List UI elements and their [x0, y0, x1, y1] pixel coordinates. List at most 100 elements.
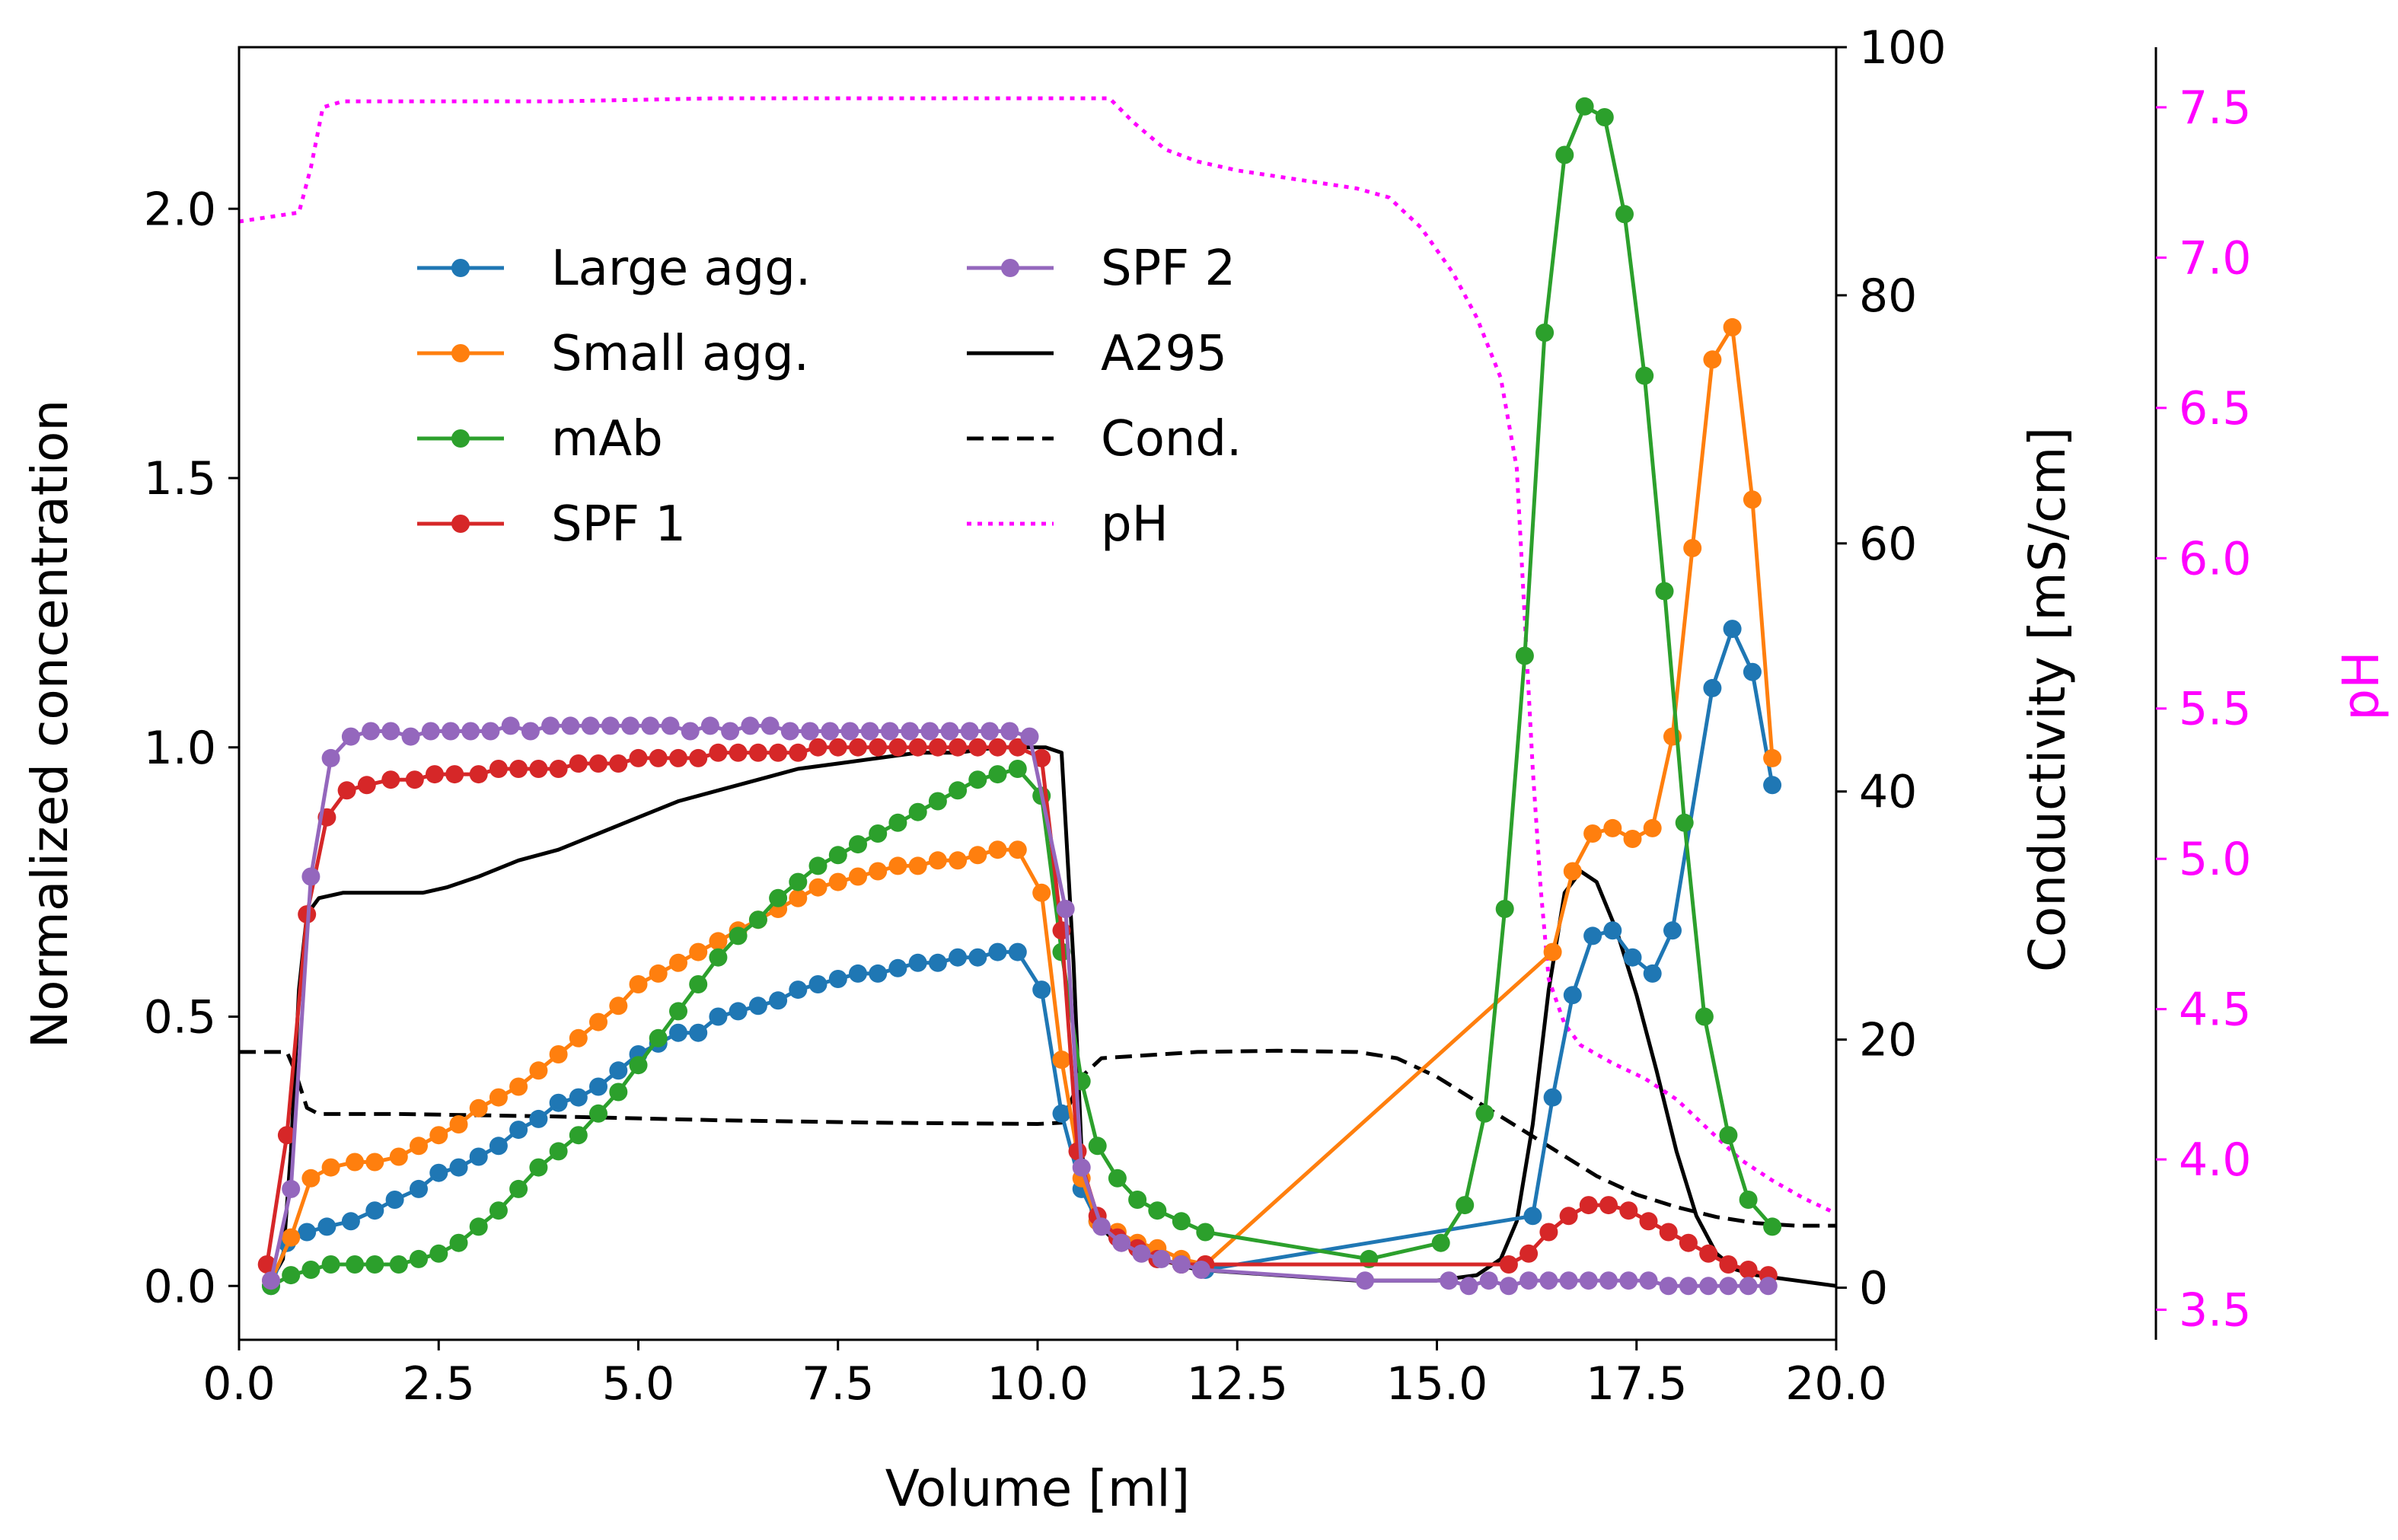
data-point-spf-2-28 [821, 722, 840, 741]
data-point-spf-2-45 [1172, 1255, 1191, 1274]
data-point-spf-2-32 [901, 722, 920, 741]
y2-tick-label-1: 20 [1859, 1014, 1917, 1067]
y2-tick-label-5: 100 [1859, 21, 1947, 75]
y2-tick-label-3: 60 [1859, 518, 1917, 571]
series-line-cond [239, 1048, 1836, 1228]
legend-label-spf-1: SPF 1 [551, 496, 686, 553]
data-point-large-agg-53 [1643, 964, 1662, 983]
data-point-large-agg-30 [869, 964, 888, 983]
data-point-mab-54 [1555, 145, 1574, 164]
data-point-spf-1-52 [1599, 1196, 1618, 1215]
data-point-spf-2-61 [1699, 1277, 1718, 1296]
y-tick-label-0: 0.0 [144, 1260, 216, 1313]
data-point-spf-2-7 [401, 727, 420, 746]
data-point-spf-2-34 [940, 722, 959, 741]
data-point-large-agg-13 [529, 1109, 548, 1128]
data-point-spf-2-62 [1719, 1277, 1738, 1296]
data-point-spf-2-27 [801, 722, 819, 741]
data-point-small-agg-58 [1763, 748, 1782, 767]
data-point-spf-2-39 [1056, 900, 1075, 918]
legend-label-mab: mAb [551, 411, 663, 467]
y-tick-label-4: 2.0 [144, 183, 216, 236]
data-point-spf-1-59 [1739, 1261, 1758, 1279]
data-point-large-agg-12 [509, 1121, 528, 1140]
data-point-spf-2-44 [1152, 1249, 1171, 1268]
data-point-small-agg-52 [1643, 818, 1662, 837]
data-point-large-agg-8 [429, 1163, 448, 1182]
data-point-spf-2-20 [661, 716, 680, 735]
data-point-spf-1-26 [789, 743, 808, 762]
y2-tick-label-2: 40 [1859, 766, 1917, 819]
x-tick-label-5: 12.5 [1186, 1357, 1288, 1411]
data-point-mab-13 [529, 1158, 548, 1177]
data-point-large-agg-50 [1583, 926, 1602, 945]
data-point-mab-23 [729, 926, 748, 945]
data-point-small-agg-9 [449, 1115, 468, 1133]
y-tick-label-1: 0.5 [144, 991, 216, 1044]
data-point-spf-1-13 [529, 760, 548, 778]
data-point-spf-2-56 [1599, 1271, 1618, 1290]
data-point-spf-1-16 [589, 754, 607, 773]
data-point-large-agg-29 [849, 964, 867, 983]
data-point-spf-1-40 [1068, 1142, 1087, 1161]
legend-label-a295: A295 [1101, 326, 1227, 382]
data-point-spf-2-18 [621, 716, 639, 735]
y3-axis-title: pH [2332, 651, 2390, 721]
data-point-spf-1-17 [609, 754, 628, 773]
data-point-large-agg-24 [748, 996, 767, 1016]
data-point-mab-24 [748, 910, 767, 929]
data-point-spf-2-36 [981, 722, 1000, 741]
data-point-mab-16 [589, 1104, 607, 1123]
data-point-spf-1-36 [988, 738, 1007, 757]
data-point-spf-1-21 [689, 748, 708, 767]
data-point-spf-1-4 [337, 781, 356, 800]
data-point-spf-2-1 [282, 1179, 301, 1198]
data-point-large-agg-25 [769, 991, 788, 1010]
data-point-large-agg-2 [298, 1223, 317, 1242]
y3-tick-label-3: 5.0 [2179, 833, 2251, 886]
data-point-spf-1-55 [1659, 1223, 1678, 1242]
x-tick-label-8: 20.0 [1785, 1357, 1887, 1411]
data-point-large-agg-4 [341, 1212, 360, 1231]
data-point-large-agg-52 [1623, 948, 1642, 967]
data-point-large-agg-35 [968, 948, 987, 967]
data-point-small-agg-1 [282, 1228, 301, 1247]
data-point-mab-20 [669, 1002, 687, 1021]
data-point-spf-2-50 [1479, 1271, 1498, 1290]
data-point-spf-2-49 [1459, 1277, 1478, 1296]
data-point-spf-2-22 [700, 716, 719, 735]
legend-item-spf-1: SPF 1 [417, 496, 686, 553]
data-point-spf-2-29 [840, 722, 859, 741]
legend-item-spf-2: SPF 2 [967, 241, 1236, 297]
y-tick-label-2: 1.0 [144, 722, 216, 775]
data-point-mab-37 [1008, 760, 1027, 778]
data-point-mab-46 [1196, 1223, 1215, 1242]
data-point-mab-48 [1431, 1233, 1450, 1252]
data-point-mab-19 [649, 1028, 668, 1047]
data-point-small-agg-15 [569, 1028, 588, 1047]
data-point-spf-1-47 [1499, 1255, 1518, 1274]
data-point-mab-58 [1635, 366, 1654, 385]
data-point-mab-32 [908, 802, 927, 821]
data-point-mab-31 [888, 813, 907, 832]
data-point-spf-1-22 [709, 743, 728, 762]
legend-item-a295: A295 [967, 326, 1227, 382]
data-point-mab-42 [1108, 1169, 1127, 1188]
data-point-spf-2-10 [461, 722, 480, 741]
x-tick-label-4: 10.0 [987, 1357, 1089, 1411]
data-point-mab-35 [968, 770, 987, 789]
data-point-spf-2-6 [381, 722, 400, 741]
data-point-small-agg-39 [1052, 1051, 1071, 1070]
data-point-spf-2-12 [501, 716, 520, 735]
data-point-spf-2-46 [1192, 1261, 1210, 1279]
data-point-small-agg-17 [609, 996, 628, 1016]
x-tick-label-2: 5.0 [602, 1357, 674, 1411]
data-point-small-agg-31 [888, 856, 907, 875]
data-point-spf-1-53 [1619, 1201, 1638, 1220]
legend-item-large-agg: Large agg. [417, 241, 811, 297]
data-point-small-agg-12 [509, 1077, 528, 1096]
y3-tick-label-0: 3.5 [2179, 1284, 2251, 1338]
data-point-spf-1-11 [489, 760, 508, 778]
data-point-large-agg-7 [410, 1179, 428, 1198]
